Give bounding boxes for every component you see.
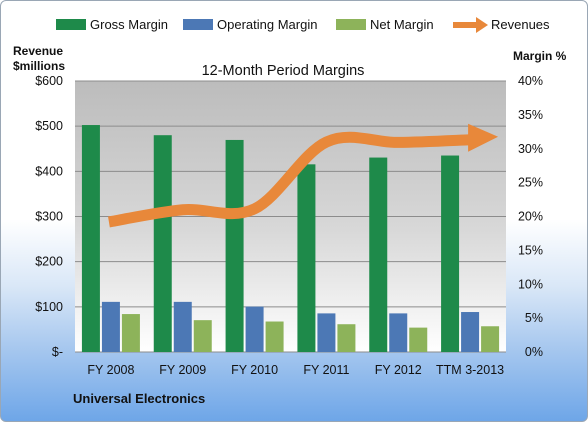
left-tick-label: $200	[35, 255, 63, 269]
bar-operating-margin	[461, 312, 480, 352]
left-axis-title-line2: $millions	[13, 59, 65, 73]
bar-operating-margin	[173, 301, 192, 352]
legend-label-net-margin: Net Margin	[370, 17, 434, 32]
bar-net-margin	[337, 324, 356, 352]
right-tick-label: 35%	[518, 108, 543, 122]
bar-net-margin	[409, 327, 428, 352]
left-axis-ticks: $- $100 $200 $300 $400 $500 $600	[35, 74, 63, 359]
legend-label-gross-margin: Gross Margin	[90, 17, 168, 32]
bar-net-margin	[481, 326, 500, 352]
bars	[81, 125, 500, 352]
legend-swatch-gross-margin	[56, 19, 86, 30]
left-tick-label: $400	[35, 164, 63, 178]
category-label: TTM 3-2013	[436, 363, 504, 377]
bar-gross-margin	[153, 135, 172, 352]
bar-gross-margin	[81, 125, 100, 352]
right-tick-label: 25%	[518, 176, 543, 190]
legend-swatch-revenues	[453, 17, 488, 33]
bar-net-margin	[121, 314, 140, 352]
right-tick-label: 0%	[525, 345, 543, 359]
left-tick-label: $-	[52, 345, 63, 359]
legend: Gross Margin Operating Margin Net Margin…	[56, 17, 550, 33]
revenue-arrow-head	[468, 123, 499, 152]
category-labels: FY 2008 FY 2009 FY 2010 FY 2011 FY 2012 TTM 3…	[87, 363, 504, 377]
bar-gross-margin	[441, 155, 460, 352]
left-tick-label: $600	[35, 74, 63, 88]
legend-label-operating-margin: Operating Margin	[217, 17, 317, 32]
chart-title: 12-Month Period Margins	[202, 63, 365, 79]
revenue-line-group	[107, 123, 499, 228]
right-tick-label: 5%	[525, 311, 543, 325]
category-label: FY 2009	[159, 363, 206, 377]
bar-operating-margin	[245, 306, 264, 352]
bar-operating-margin	[389, 313, 408, 352]
left-tick-label: $500	[35, 119, 63, 133]
right-tick-label: 15%	[518, 243, 543, 257]
right-axis-title: Margin %	[513, 49, 567, 63]
legend-swatch-operating-margin	[183, 19, 213, 30]
bar-gross-margin	[297, 164, 316, 352]
right-tick-label: 30%	[518, 142, 543, 156]
legend-label-revenues: Revenues	[491, 17, 550, 32]
category-label: FY 2008	[87, 363, 134, 377]
left-axis-title-line1: Revenue	[13, 44, 63, 58]
left-tick-label: $100	[35, 300, 63, 314]
category-label: FY 2011	[303, 363, 349, 377]
legend-swatch-net-margin	[336, 19, 366, 30]
bar-operating-margin	[317, 313, 336, 352]
left-tick-label: $300	[35, 210, 63, 224]
company-label: Universal Electronics	[73, 391, 205, 406]
bar-net-margin	[193, 320, 212, 352]
revenue-line	[107, 131, 471, 228]
bar-gross-margin	[369, 157, 388, 352]
right-tick-label: 40%	[518, 74, 543, 88]
bar-gross-margin	[225, 139, 244, 352]
category-label: FY 2010	[231, 363, 278, 377]
right-tick-label: 20%	[518, 210, 543, 224]
right-axis-ticks: 0% 5% 10% 15% 20% 25% 30% 35% 40%	[518, 74, 543, 359]
bar-operating-margin	[101, 301, 120, 352]
right-tick-label: 10%	[518, 277, 543, 291]
bar-net-margin	[265, 321, 284, 352]
category-label: FY 2012	[375, 363, 422, 377]
